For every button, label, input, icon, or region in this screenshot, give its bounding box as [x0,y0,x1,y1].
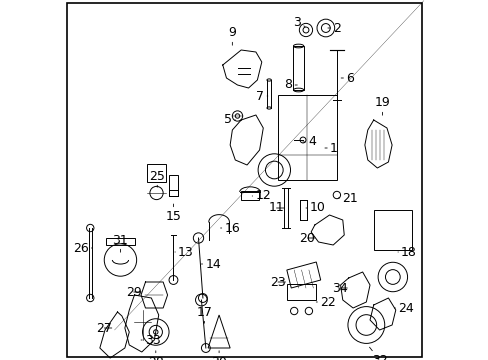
Text: 12: 12 [252,189,270,202]
Text: 1: 1 [325,141,337,154]
Bar [169,175,178,196]
Text: 19: 19 [374,96,389,115]
Text: 17: 17 [196,306,212,323]
Text: 9: 9 [228,27,236,45]
Text: 13: 13 [175,246,193,258]
Text: 20: 20 [299,231,315,244]
Text: 15: 15 [165,204,181,222]
Text: 33: 33 [141,333,161,346]
Text: 21: 21 [338,192,357,204]
Bar [241,191,258,200]
Bar [169,190,178,196]
Text: 4: 4 [302,135,315,148]
Bar [105,238,135,245]
Text: 14: 14 [201,257,221,270]
Text: 10: 10 [305,202,325,215]
Text: 8: 8 [284,78,297,91]
Text: 31: 31 [112,234,128,252]
Bar [278,95,336,180]
Text: 24: 24 [393,301,413,315]
Text: 27: 27 [96,321,112,334]
Text: 25: 25 [149,170,165,187]
Text: 34: 34 [331,282,347,294]
Text: 18: 18 [397,246,416,258]
Text: 29: 29 [125,285,142,298]
Bar [286,284,316,300]
Text: 23: 23 [269,275,285,288]
Bar [147,164,166,182]
Text: 6: 6 [341,72,353,85]
Text: 30: 30 [211,351,226,360]
Text: 2: 2 [327,22,340,35]
Text: 7: 7 [256,90,267,103]
Text: 11: 11 [268,202,284,215]
Text: 28: 28 [147,351,163,360]
Bar [373,210,411,250]
Text: 26: 26 [73,242,92,255]
Text: 32: 32 [369,347,386,360]
Text: 3: 3 [293,15,305,28]
Text: 5: 5 [224,113,235,126]
Bar [293,46,303,90]
Text: 16: 16 [220,221,240,234]
Text: 22: 22 [316,296,335,309]
